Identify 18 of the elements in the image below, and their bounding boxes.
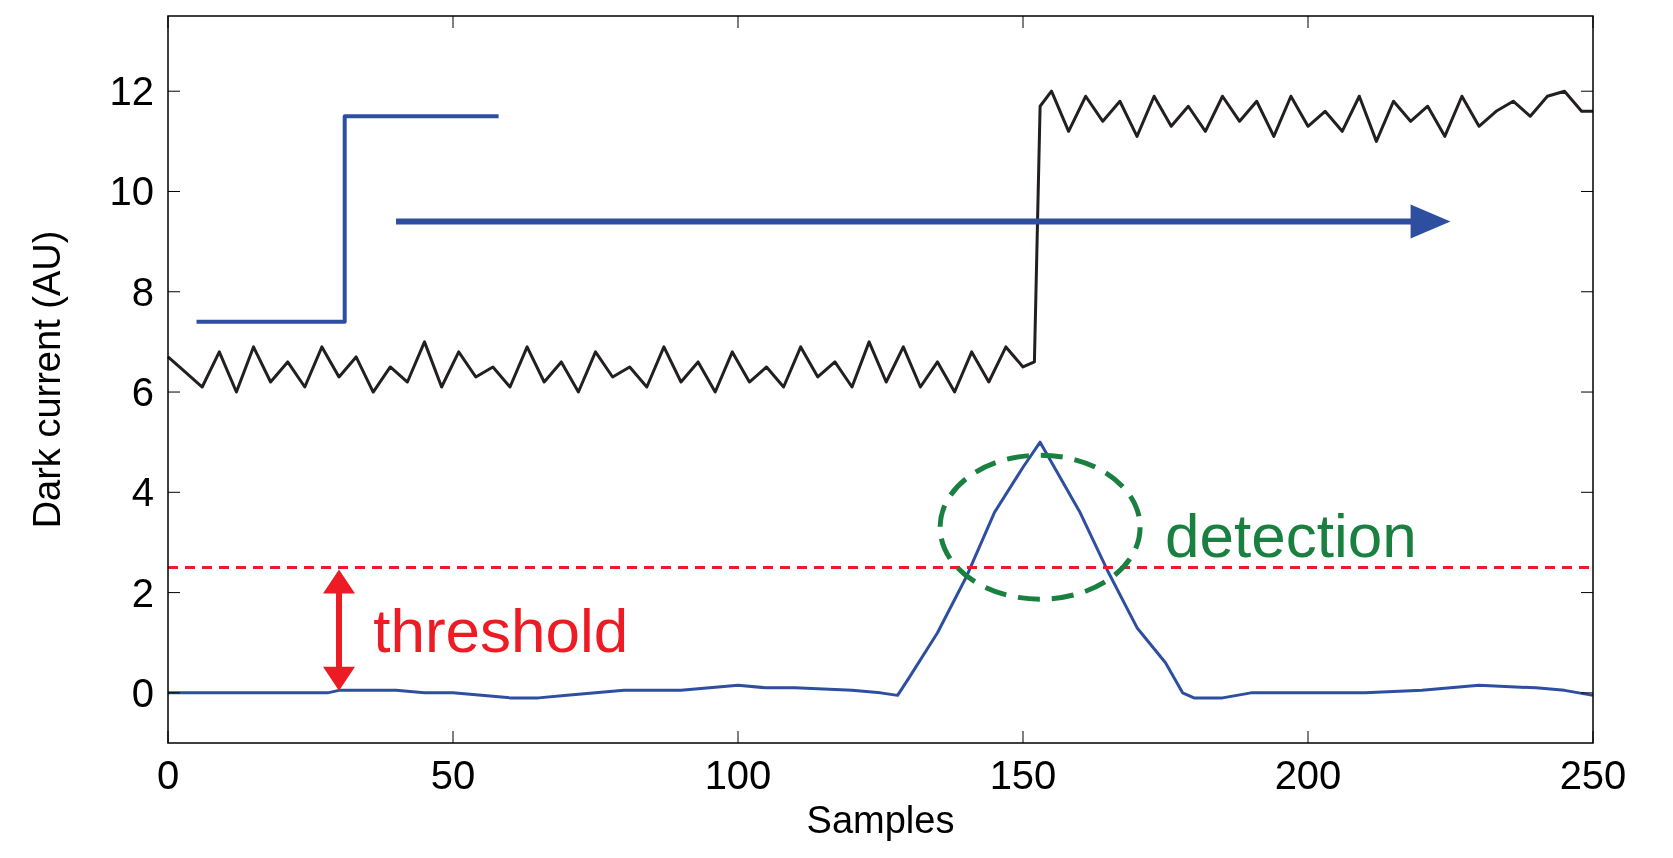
line-series bbox=[166, 440, 1595, 700]
x-axis-title: Samples bbox=[806, 799, 955, 841]
y-tick-label: 8 bbox=[131, 269, 154, 314]
x-tick-label: 150 bbox=[989, 753, 1057, 797]
x-tick-label: 200 bbox=[1274, 753, 1342, 797]
annotation: detection bbox=[1165, 501, 1417, 571]
x-tick-label: 50 bbox=[430, 753, 476, 797]
x-tick-label: 250 bbox=[1559, 753, 1627, 797]
y-tick-label: 0 bbox=[131, 670, 154, 715]
y-tick-label: 10 bbox=[109, 169, 154, 214]
y-tick-label: 4 bbox=[131, 470, 154, 515]
y-tick-label: 2 bbox=[131, 570, 154, 615]
y-tick-label: 12 bbox=[109, 69, 154, 114]
y-tick-label: 6 bbox=[131, 370, 154, 415]
line-series bbox=[166, 89, 1595, 394]
y-axis-title: Dark current (AU) bbox=[26, 230, 68, 529]
legend-label: threshold bbox=[373, 596, 629, 666]
x-tick-label: 100 bbox=[704, 753, 772, 797]
